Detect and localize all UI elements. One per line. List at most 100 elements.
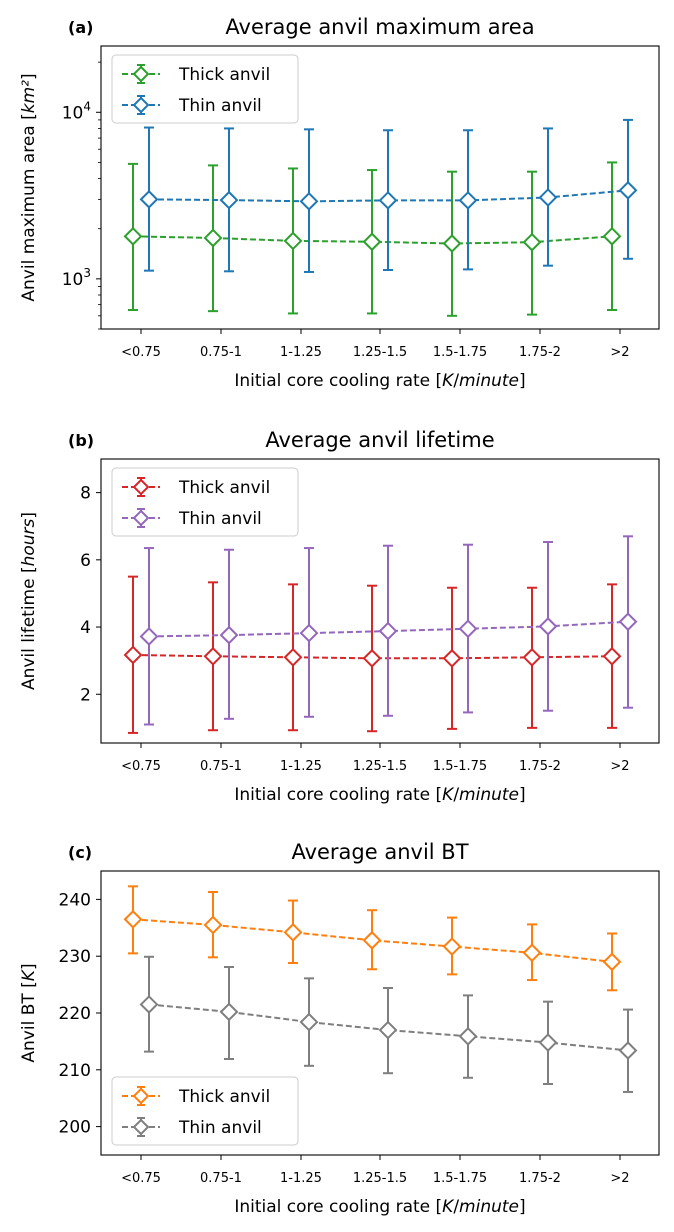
data-point-marker: [362, 648, 382, 668]
legend-entry: Thin anvil: [122, 95, 262, 116]
x-tick-label: <0.75: [121, 1171, 161, 1186]
y-axis-label: Anvil lifetime [hours]: [19, 512, 39, 690]
y-tick-label: 240: [59, 890, 91, 910]
data-point-marker: [378, 190, 398, 210]
y-tick-label: 200: [59, 1118, 91, 1138]
y-tick-label: 2: [80, 685, 91, 705]
data-point-marker: [458, 1026, 478, 1046]
series-thick-anvil: [123, 885, 622, 992]
x-axis-label: Initial core cooling rate [K/minute]: [234, 1197, 525, 1217]
data-point-marker: [618, 180, 638, 200]
legend-entry: Thick anvil: [122, 64, 270, 85]
data-point-marker: [522, 943, 542, 963]
legend-entry: Thick anvil: [122, 477, 270, 498]
y-tick-label: 104: [62, 99, 91, 123]
x-tick-label: >2: [610, 759, 629, 774]
legend-marker-swatch: [132, 96, 150, 114]
legend-marker-swatch: [132, 1087, 150, 1105]
data-point-marker: [442, 648, 462, 668]
series-thick-anvil: [123, 575, 622, 734]
x-axis-label: Initial core cooling rate [K/minute]: [234, 785, 525, 805]
legend-label: Thin anvil: [178, 1118, 262, 1138]
legend-marker-swatch: [132, 1118, 150, 1136]
data-point-marker: [538, 1033, 558, 1052]
data-point-marker: [602, 646, 622, 666]
legend-entry: Thin anvil: [122, 508, 262, 529]
series-thin-anvil: [139, 535, 638, 726]
x-axis-label: Initial core cooling rate [K/minute]: [234, 371, 525, 391]
x-tick-label: 0.75-1: [200, 1171, 242, 1186]
data-point-marker: [522, 232, 542, 252]
data-point-marker: [618, 612, 638, 632]
y-tick-label: 230: [59, 947, 91, 967]
x-tick-label: 1.75-2: [519, 345, 561, 360]
chart-title: Average anvil lifetime: [265, 428, 494, 452]
data-point-marker: [442, 937, 462, 956]
y-tick-label: 210: [59, 1061, 91, 1081]
data-point-marker: [203, 646, 223, 666]
y-tick-label: 220: [59, 1004, 91, 1024]
y-tick-label: 4: [80, 618, 91, 638]
panel-b: (b) Average anvil lifetime <0.75 0.75-1 1-1.…: [19, 428, 660, 805]
data-point-marker: [219, 625, 239, 645]
y-axis-label: Anvil BT [K]: [19, 963, 39, 1062]
data-point-marker: [139, 627, 159, 646]
data-point-marker: [299, 191, 319, 211]
data-point-marker: [618, 1041, 638, 1060]
data-point-marker: [123, 909, 143, 929]
x-tick-label: <0.75: [121, 345, 161, 360]
legend-marker-swatch: [132, 65, 150, 83]
legend-entry: Thick anvil: [122, 1086, 270, 1107]
series-thin-anvil: [139, 118, 638, 273]
x-tick-label: 1.25-1.5: [353, 345, 407, 360]
data-point-marker: [299, 623, 319, 643]
x-tick-label: >2: [610, 345, 629, 360]
y-tick-label: 103: [62, 266, 91, 290]
panel-c: (c) Average anvil BT <0.75 0.75-1 1-1.25 1.25…: [19, 840, 660, 1217]
chart-title: Average anvil maximum area: [225, 15, 534, 39]
x-tick-label: >2: [610, 1171, 629, 1186]
panel-label: (b): [68, 431, 94, 450]
legend-label: Thick anvil: [178, 65, 270, 85]
x-tick-label: 0.75-1: [200, 759, 242, 774]
x-tick-label: 1-1.25: [280, 759, 322, 774]
data-point-marker: [378, 621, 398, 641]
x-tick-label: 1.25-1.5: [353, 759, 407, 774]
legend: Thick anvil Thin anvil: [111, 467, 299, 537]
legend: Thick anvil Thin anvil: [111, 1076, 299, 1146]
data-point-marker: [283, 647, 303, 667]
x-tick-label: 1.75-2: [519, 1171, 561, 1186]
legend-label: Thick anvil: [178, 478, 270, 498]
x-tick-label: 1.5-1.75: [433, 759, 487, 774]
x-tick-label: 0.75-1: [200, 345, 242, 360]
y-tick-label: 8: [80, 484, 91, 504]
legend: Thick anvil Thin anvil: [111, 54, 299, 124]
panel-label: (c): [68, 843, 92, 862]
data-point-marker: [123, 645, 143, 665]
legend-label: Thick anvil: [178, 1087, 270, 1107]
legend-marker-swatch: [132, 509, 150, 527]
data-point-marker: [139, 189, 159, 209]
x-tick-label: 1.5-1.75: [433, 345, 487, 360]
data-point-marker: [458, 619, 478, 639]
data-point-marker: [283, 231, 303, 251]
data-point-marker: [203, 228, 223, 248]
legend-entry: Thin anvil: [122, 1117, 262, 1138]
x-tick-label: 1.5-1.75: [433, 1171, 487, 1186]
panel-label: (a): [68, 18, 93, 37]
legend-marker-swatch: [132, 478, 150, 496]
data-point-marker: [123, 226, 143, 246]
data-point-marker: [602, 952, 622, 972]
legend-label: Thin anvil: [178, 509, 262, 529]
data-point-marker: [442, 234, 462, 253]
data-point-marker: [219, 190, 239, 210]
x-tick-label: <0.75: [121, 759, 161, 774]
series-thick-anvil: [123, 161, 622, 317]
data-point-marker: [378, 1020, 398, 1040]
chart-title: Average anvil BT: [291, 840, 468, 864]
data-point-marker: [139, 995, 159, 1014]
series-thin-anvil: [139, 955, 638, 1093]
data-point-marker: [203, 915, 223, 935]
data-point-marker: [362, 930, 382, 950]
